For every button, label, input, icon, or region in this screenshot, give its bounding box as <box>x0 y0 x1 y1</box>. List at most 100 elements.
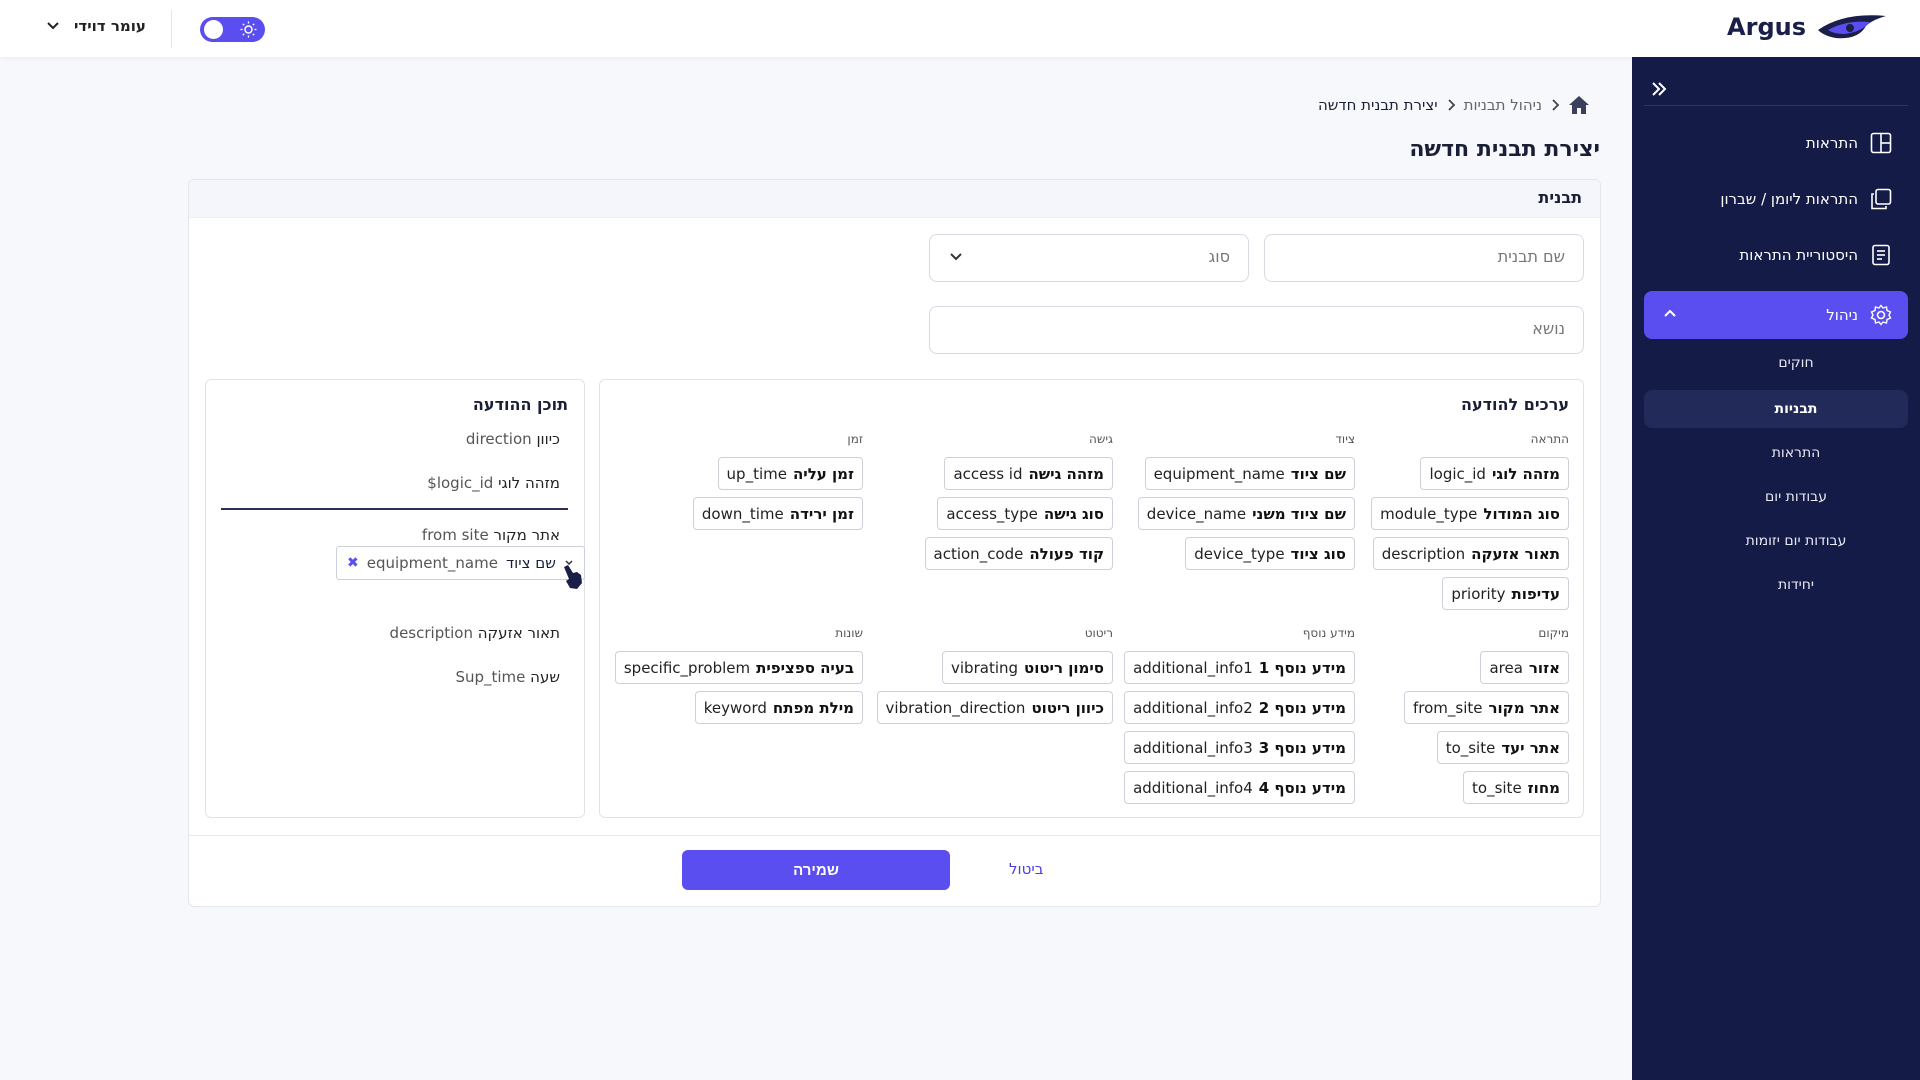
sidebar-item-alerts[interactable]: התראות <box>1644 119 1908 167</box>
chip-value: specific_problem <box>623 658 751 677</box>
remove-icon[interactable]: ✖ <box>347 555 359 571</box>
hand-cursor-icon <box>564 565 582 589</box>
toggle-knob <box>204 20 223 39</box>
sidebar-subitem-units[interactable]: יחידות <box>1777 577 1815 593</box>
chip-label: זמן עליה <box>792 464 854 483</box>
chip-label: מידע נוסף 3 <box>1258 738 1346 757</box>
chip-label: אתר יעד <box>1501 738 1560 757</box>
expand-sidebar-icon[interactable] <box>1647 77 1671 101</box>
content-item[interactable]: אתר מקור from site <box>422 526 560 544</box>
value-chip-equipment-name[interactable]: שם ציוד equipment_name <box>1144 457 1355 490</box>
chip-label: מידע נוסף 1 <box>1258 658 1346 677</box>
chip-value: to_site <box>1445 738 1496 757</box>
group-label-location: מיקום <box>1538 626 1569 640</box>
drop-indicator-line <box>221 508 568 510</box>
dragging-chip[interactable]: שם ציוד equipment_name ✖ <box>336 546 585 580</box>
type-select[interactable]: סוג <box>929 234 1249 282</box>
save-button[interactable]: שמירה <box>682 850 950 890</box>
chip-value: access_type <box>946 504 1038 523</box>
chip-label: תאור אזעקה <box>1471 544 1560 563</box>
logo[interactable]: Argus <box>1727 10 1892 44</box>
chip-label: שם ציוד <box>505 554 556 572</box>
value-chip-area[interactable]: אזור area <box>1480 651 1569 684</box>
content-item-value: logic_id$ <box>427 474 494 492</box>
chip-label: סוג המודול <box>1483 504 1560 523</box>
value-chip-keyword[interactable]: מילת מפתח keyword <box>694 691 863 724</box>
sidebar-subitem-alerts[interactable]: התראות <box>1771 445 1821 461</box>
content-item[interactable]: כיוון direction <box>466 430 560 448</box>
value-chip-module-type[interactable]: סוג המודול module_type <box>1371 497 1569 530</box>
group-label-equipment: ציוד <box>1335 432 1355 446</box>
chevron-down-icon <box>565 560 573 566</box>
sidebar-subitem-templates[interactable]: תבניות <box>1644 390 1908 428</box>
sidebar-subitem-initiated-jobs[interactable]: עבודות יום יזומות <box>1745 533 1847 549</box>
value-chip-priority[interactable]: עדיפות priority <box>1442 577 1569 610</box>
chip-label: סוג גישה <box>1043 504 1104 523</box>
value-chip-to-site[interactable]: אתר יעד to_site <box>1436 731 1569 764</box>
value-chip-from-site[interactable]: אתר מקור from_site <box>1404 691 1569 724</box>
sidebar-subitem-rules[interactable]: חוקים <box>1778 355 1814 371</box>
value-chip-vibration-direction[interactable]: כיוון ריטוט vibration_direction <box>876 691 1113 724</box>
value-chip-additional-info4[interactable]: מידע נוסף 4 additional_info4 <box>1124 771 1355 804</box>
page-title: יצירת תבנית חדשה <box>1409 137 1600 162</box>
value-chip-access-id[interactable]: מזהה גישה access id <box>944 457 1113 490</box>
breadcrumb: יצירת תבנית חדשה ניהול תבניות <box>1318 95 1590 115</box>
template-form-card: תבנית שם תבנית סוג נושא ערכים להודעה התר… <box>188 179 1601 907</box>
value-chip-vibrating[interactable]: סימון ריטוט vibrating <box>942 651 1113 684</box>
value-chip-up-time[interactable]: זמן עליה up_time <box>717 457 863 490</box>
sidebar-item-label: היסטוריית התראות <box>1739 246 1858 264</box>
home-icon[interactable] <box>1568 95 1590 115</box>
sidebar-item-alert-history[interactable]: היסטוריית התראות <box>1644 231 1908 279</box>
chip-value: additional_info4 <box>1133 778 1253 797</box>
sidebar-subitem-daily-jobs[interactable]: עבודות יום <box>1764 489 1827 505</box>
content-item-value: Sup_time <box>455 668 526 686</box>
content-item-label: שעה <box>530 668 560 686</box>
subject-input[interactable]: נושא <box>929 306 1584 354</box>
theme-toggle[interactable] <box>200 17 265 42</box>
group-label-access: גישה <box>1089 432 1113 446</box>
value-chip-description[interactable]: תאור אזעקה description <box>1372 537 1569 570</box>
chip-value: vibration_direction <box>885 698 1026 717</box>
message-content-panel[interactable]: תוכן ההודעה כיוון direction מזהה לוגי lo… <box>205 379 585 818</box>
value-chip-additional-info2[interactable]: מידע נוסף 2 additional_info2 <box>1124 691 1355 724</box>
cancel-button[interactable]: ביטול <box>1009 860 1044 878</box>
content-item[interactable]: מזהה לוגי logic_id$ <box>427 474 560 492</box>
chip-label: קוד פעולה <box>1029 544 1104 563</box>
content-item[interactable]: שעה Sup_time <box>455 668 560 686</box>
chip-value: area <box>1489 658 1523 677</box>
chip-value: access id <box>953 464 1023 483</box>
value-chip-specific-problem[interactable]: בעיה ספציפית specific_problem <box>614 651 863 684</box>
argus-eye-icon <box>1818 15 1886 39</box>
chip-value: device_type <box>1194 544 1285 563</box>
chip-value: vibrating <box>951 658 1019 677</box>
value-chip-device-name[interactable]: שם ציוד משני device_name <box>1137 497 1355 530</box>
chip-label: מידע נוסף 4 <box>1258 778 1346 797</box>
value-chip-device-type[interactable]: סוג ציוד device_type <box>1185 537 1355 570</box>
chip-label: מידע נוסף 2 <box>1258 698 1346 717</box>
content-item-value: direction <box>465 430 532 448</box>
value-chip-access-type[interactable]: סוג גישה access_type <box>937 497 1113 530</box>
chip-value: action_code <box>933 544 1024 563</box>
value-chip-logic-id[interactable]: מזהה לוגי logic_id <box>1420 457 1569 490</box>
footer-divider <box>189 835 1600 836</box>
value-chip-additional-info1[interactable]: מידע נוסף 1 additional_info1 <box>1124 651 1355 684</box>
value-chip-district[interactable]: מחוז to_site <box>1463 771 1569 804</box>
user-menu[interactable]: עומר דוידי <box>46 17 146 35</box>
chip-label: שם ציוד <box>1290 464 1346 483</box>
chip-label: אזור <box>1528 658 1560 677</box>
sidebar-item-management[interactable]: ניהול <box>1644 291 1908 339</box>
value-chip-additional-info3[interactable]: מידע נוסף 3 additional_info3 <box>1124 731 1355 764</box>
content-item[interactable]: תאור אזעקה description <box>390 624 560 642</box>
breadcrumb-templates-link[interactable]: ניהול תבניות <box>1463 96 1542 114</box>
dashboard-icon <box>1870 132 1892 154</box>
sidebar-item-label: התראות <box>1805 134 1858 152</box>
sidebar-item-journal-alerts[interactable]: התראות ליומן / שברון <box>1644 175 1908 223</box>
chip-value: additional_info1 <box>1133 658 1253 677</box>
value-chip-action-code[interactable]: קוד פעולה action_code <box>924 537 1113 570</box>
chip-label: שם ציוד משני <box>1252 504 1346 523</box>
values-panel: ערכים להודעה התראה ציוד גישה זמן מזהה לו… <box>599 379 1584 818</box>
document-list-icon <box>1872 244 1890 266</box>
template-name-input[interactable]: שם תבנית <box>1264 234 1584 282</box>
value-chip-down-time[interactable]: זמן ירידה down_time <box>692 497 863 530</box>
chip-value: description <box>1381 544 1466 563</box>
